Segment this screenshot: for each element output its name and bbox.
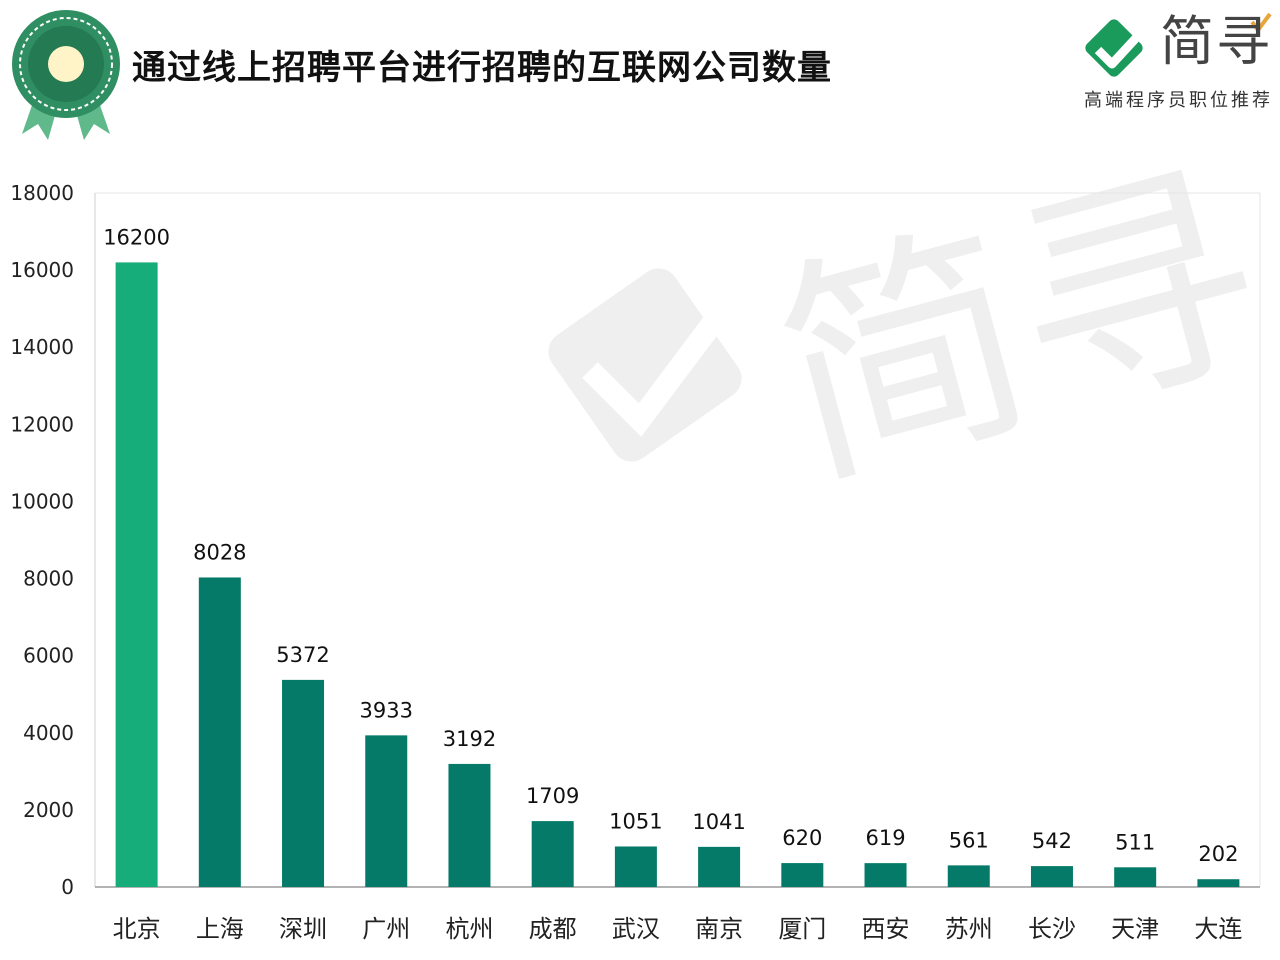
- x-axis: 北京 上海 深圳 广州 杭州 成都 武汉 南京 厦门 西安 苏州 长沙 天津 大连: [113, 915, 1243, 943]
- data-label-6: 1709: [526, 784, 579, 808]
- data-label-4: 3933: [360, 698, 413, 722]
- data-label-1: 16200: [103, 225, 170, 249]
- data-label-3: 5372: [276, 643, 329, 667]
- data-label-11: 561: [949, 828, 989, 852]
- data-label-2: 8028: [193, 540, 246, 564]
- y-tick-label: 14000: [10, 335, 74, 359]
- y-tick-label: 0: [61, 875, 74, 899]
- y-tick-label: 18000: [10, 181, 74, 205]
- plot-area: [94, 192, 1261, 888]
- bar-11: [947, 865, 990, 887]
- y-tick-label: 10000: [10, 489, 74, 513]
- x-tick-label-6: 成都: [529, 915, 577, 943]
- bar-6: [531, 821, 574, 887]
- data-label-9: 620: [782, 826, 822, 850]
- x-tick-label-9: 厦门: [778, 915, 826, 943]
- bar-1: [115, 262, 158, 887]
- data-label-10: 619: [865, 826, 905, 850]
- bar-9: [781, 863, 824, 887]
- y-tick-label: 12000: [10, 412, 74, 436]
- data-label-8: 1041: [692, 810, 745, 834]
- x-tick-label-1: 北京: [113, 915, 161, 943]
- x-tick-label-3: 深圳: [279, 915, 327, 943]
- data-label-12: 542: [1032, 829, 1072, 853]
- bar-7: [614, 846, 657, 887]
- x-tick-label-5: 杭州: [445, 915, 493, 943]
- x-tick-label-4: 广州: [362, 915, 410, 943]
- data-label-7: 1051: [609, 809, 662, 833]
- bar-13: [1114, 867, 1157, 887]
- y-tick-label: 8000: [23, 567, 74, 591]
- data-label-13: 511: [1115, 830, 1155, 854]
- x-tick-label-10: 西安: [862, 915, 910, 943]
- page-title: 通过线上招聘平台进行招聘的互联网公司数量: [132, 48, 832, 88]
- y-tick-label: 6000: [23, 644, 74, 668]
- x-tick-label-8: 南京: [695, 915, 743, 943]
- data-labels: 16200 8028 5372 3933 3192 1709 1051 1041 620 619 5…: [103, 225, 1238, 866]
- bar-2: [198, 577, 241, 887]
- bar-5: [448, 763, 491, 887]
- data-label-14: 202: [1198, 842, 1238, 866]
- bar-3: [282, 679, 325, 887]
- x-tick-label-12: 长沙: [1028, 915, 1076, 943]
- y-tick-label: 16000: [10, 258, 74, 282]
- badge-icon: [12, 10, 120, 140]
- x-tick-label-7: 武汉: [612, 915, 660, 943]
- x-tick-label-13: 天津: [1111, 915, 1159, 943]
- bar-14: [1197, 879, 1240, 887]
- logo-icon: [1085, 12, 1272, 77]
- data-label-5: 3192: [443, 727, 496, 751]
- bar-10: [864, 863, 907, 887]
- bar-4: [365, 735, 408, 887]
- bar-12: [1030, 866, 1073, 887]
- logo-tagline: 高端程序员职位推荐: [1084, 90, 1273, 111]
- bar-8: [698, 846, 741, 887]
- logo-name: 简寻: [1160, 10, 1272, 73]
- y-axis: 0 2000 4000 6000 8000 10000 12000 14000 16000 180…: [10, 181, 74, 899]
- y-tick-label: 4000: [23, 721, 74, 745]
- y-tick-label: 2000: [23, 798, 74, 822]
- bars: [115, 262, 1240, 887]
- x-tick-label-14: 大连: [1194, 915, 1242, 943]
- x-tick-label-11: 苏州: [945, 915, 993, 943]
- x-tick-label-2: 上海: [196, 915, 244, 943]
